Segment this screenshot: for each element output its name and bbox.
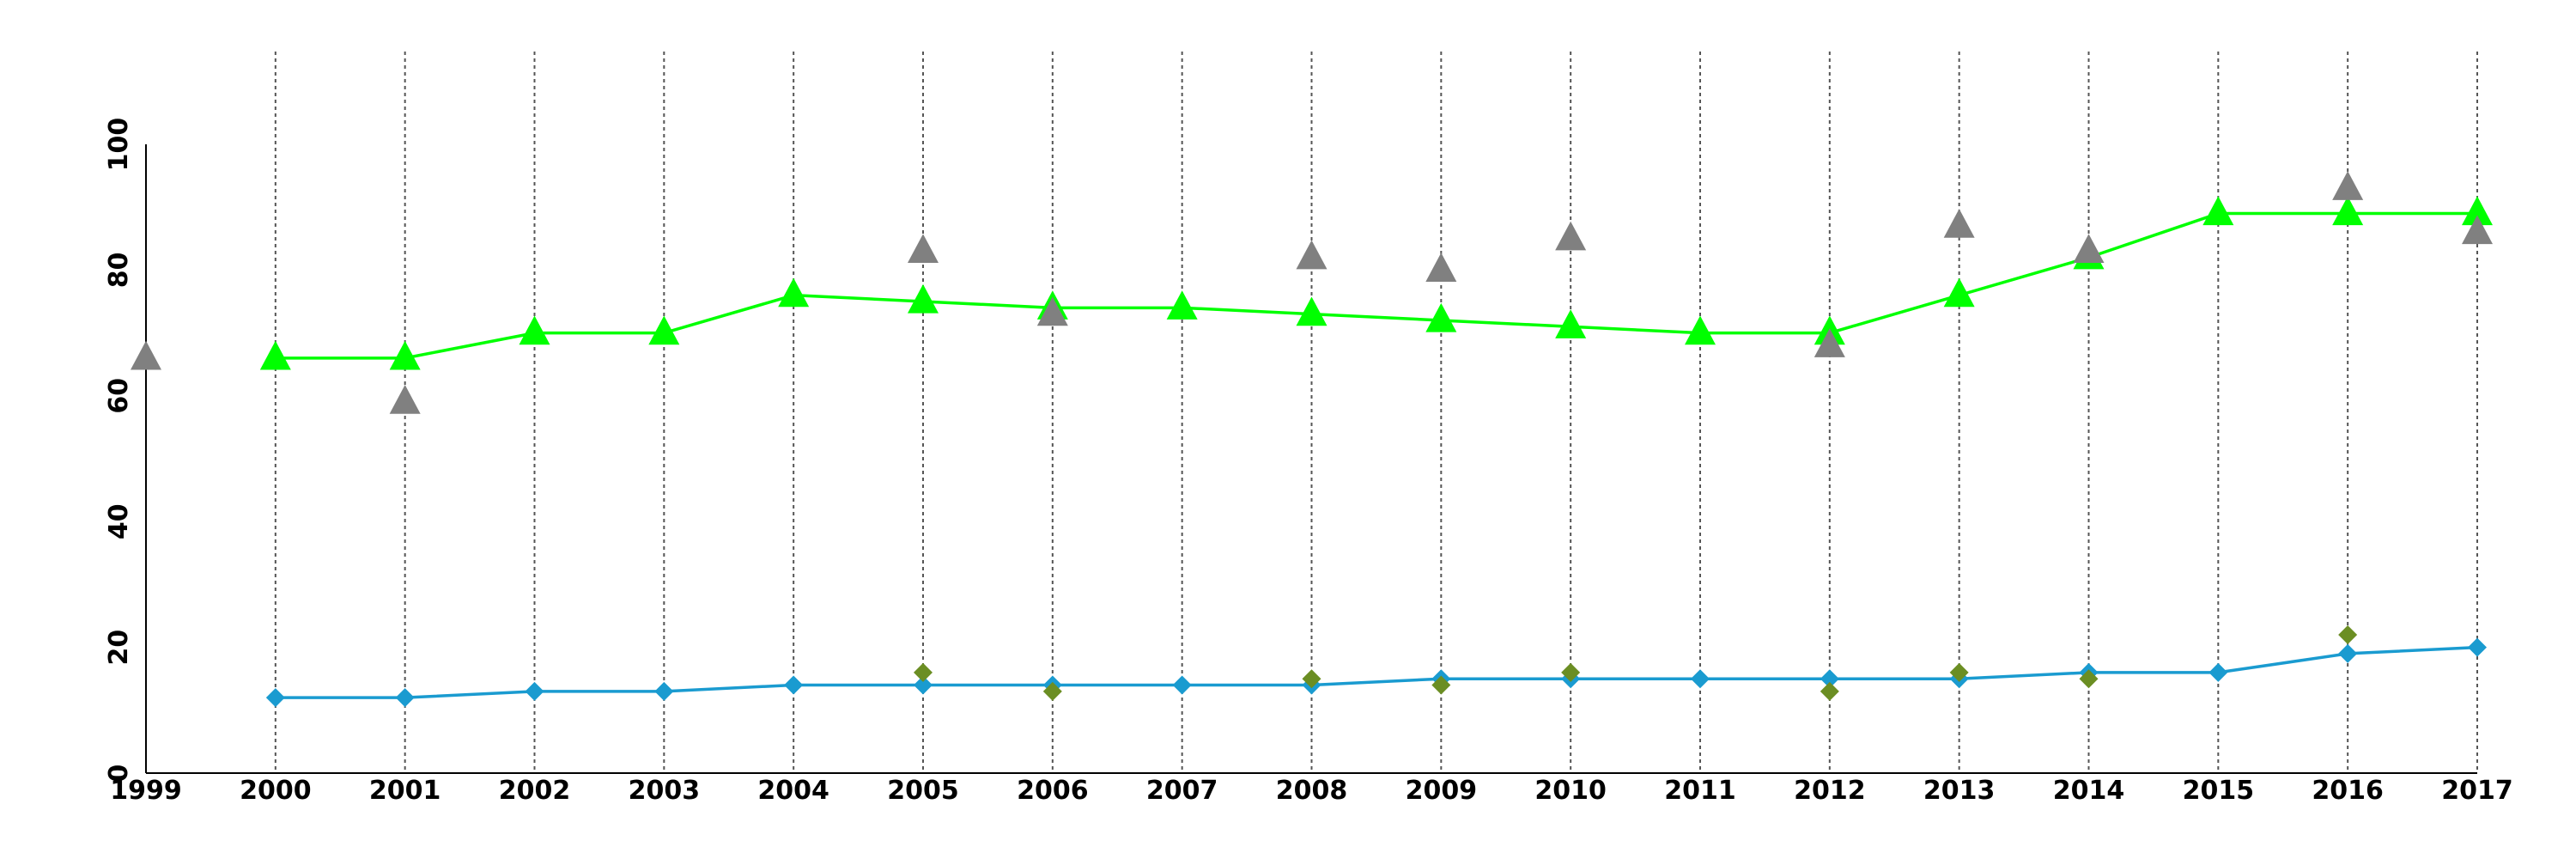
y-tick-label-20: 20 [104,630,134,666]
series-0-point-2008 [1296,296,1327,326]
series-0-point-2013 [1943,277,1975,308]
x-tick-label-1999: 1999 [110,776,182,806]
x-tick-label-2010: 2010 [1534,776,1607,806]
series-0-point-2003 [648,315,680,345]
series-0-point-2000 [259,340,291,370]
series-3-point-2016 [2338,624,2358,644]
x-tick-label-2004: 2004 [757,776,829,806]
x-tick-label-2001: 2001 [369,776,441,806]
series-layer [131,171,2493,708]
x-tick-label-2014: 2014 [2053,776,2125,806]
x-tick-label-2003: 2003 [629,776,701,806]
series-2-point-2007 [1172,675,1192,695]
series-0-point-2010 [1555,309,1587,338]
series-3-point-2006 [1042,681,1062,701]
series-1-point-2008 [1296,240,1327,270]
series-1-point-2005 [908,234,939,264]
series-0-point-2005 [908,283,939,314]
y-tick-label-0: 0 [104,765,134,783]
series-2-point-2015 [2208,662,2228,682]
series-1-point-2013 [1943,209,1975,238]
y-tick-label-80: 80 [104,253,134,289]
vertical-grid [274,52,2478,773]
series-2-point-2016 [2338,643,2358,663]
x-axis-ticks: 1999 2000 2001 2002 2003 2004 2005 2006 2007 2008… [110,776,2513,806]
series-1-point-2001 [389,385,421,414]
series-2-point-2002 [525,681,544,701]
x-tick-label-2000: 2000 [240,776,312,806]
series-1-point-2006 [1036,296,1068,326]
series-1-point-2014 [2073,234,2105,264]
series-0-line [259,196,2493,370]
x-tick-label-2009: 2009 [1406,776,1478,806]
series-3-point-2014 [2079,669,2099,689]
series-3-point-2008 [1302,669,1321,689]
y-tick-label-40: 40 [104,503,134,539]
axes [145,144,2477,774]
x-tick-label-2016: 2016 [2312,776,2384,806]
series-0-point-2004 [778,277,810,308]
x-tick-label-2011: 2011 [1664,776,1736,806]
y-tick-label-100: 100 [104,118,134,172]
series-0-point-2011 [1685,315,1716,345]
series-1-point-2012 [1814,328,1845,357]
series-3-scatter [914,624,2358,701]
x-tick-label-2002: 2002 [499,776,571,806]
x-tick-label-2005: 2005 [887,776,959,806]
x-tick-label-2008: 2008 [1276,776,1348,806]
series-0-point-2015 [2202,196,2234,226]
x-tick-label-2007: 2007 [1146,776,1218,806]
series-2-point-2011 [1691,669,1710,689]
y-axis-ticks: 0 20 40 60 80 100 [104,118,134,783]
series-0-point-2007 [1166,290,1198,320]
series-2-point-2001 [395,688,415,708]
x-tick-label-2006: 2006 [1017,776,1089,806]
x-tick-label-2012: 2012 [1794,776,1866,806]
series-3-point-2005 [914,662,933,682]
series-2-point-2000 [265,688,285,708]
series-0-point-2016 [2332,196,2364,226]
series-2-line [265,637,2487,708]
series-0-point-2002 [519,315,550,345]
series-0-point-2001 [389,340,421,370]
series-2-point-2017 [2468,637,2487,657]
series-2-point-2004 [784,675,804,695]
series-3-point-2009 [1431,675,1451,695]
series-1-point-2017 [2462,215,2493,245]
series-3-point-2010 [1561,662,1581,682]
series-3-point-2013 [1949,662,1969,682]
y-tick-label-60: 60 [104,378,134,414]
series-2-point-2012 [1820,669,1839,689]
series-0-point-2009 [1425,302,1457,332]
series-1-point-1999 [131,340,161,370]
series-2-point-2003 [654,681,674,701]
series-1-point-2009 [1425,253,1457,283]
series-1-scatter [131,171,2493,414]
x-tick-label-2013: 2013 [1923,776,1996,806]
series-1-point-2016 [2332,171,2364,200]
x-tick-label-2017: 2017 [2441,776,2513,806]
series-2-point-2005 [914,675,933,695]
series-1-point-2010 [1555,221,1587,251]
series-0-line [275,211,2477,360]
series-3-point-2012 [1820,681,1839,701]
x-tick-label-2015: 2015 [2183,776,2255,806]
series-2-line [275,645,2478,699]
series-0-point-2017 [2462,196,2493,226]
